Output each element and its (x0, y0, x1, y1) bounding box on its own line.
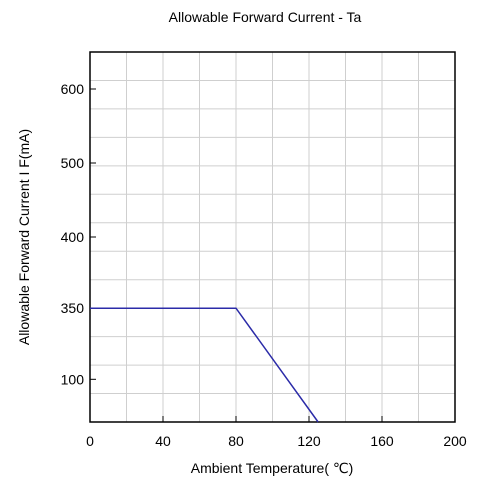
grid (90, 52, 455, 422)
y-tick-label: 600 (61, 81, 85, 97)
x-tick-label: 40 (155, 433, 171, 449)
y-axis-ticks: 600 500 400 350 100 (61, 81, 96, 387)
y-axis-label: Allowable Forward Current I F(mA) (16, 129, 32, 345)
x-tick-label: 120 (297, 433, 321, 449)
x-tick-label: 80 (228, 433, 244, 449)
series-layer (90, 307, 319, 423)
x-tick-label: 200 (443, 433, 467, 449)
x-tick-label: 160 (370, 433, 394, 449)
y-tick-label: 100 (61, 371, 85, 387)
y-tick-label: 350 (61, 300, 85, 316)
x-axis-label: Ambient Temperature( ℃) (191, 460, 354, 476)
y-tick-label: 400 (61, 229, 85, 245)
y-tick-label: 500 (61, 155, 85, 171)
x-tick-label: 0 (86, 433, 94, 449)
series-line (90, 307, 319, 423)
chart-title: Allowable Forward Current - Ta (169, 9, 362, 25)
x-axis-ticks: 0 40 80 120 160 200 (86, 416, 467, 449)
